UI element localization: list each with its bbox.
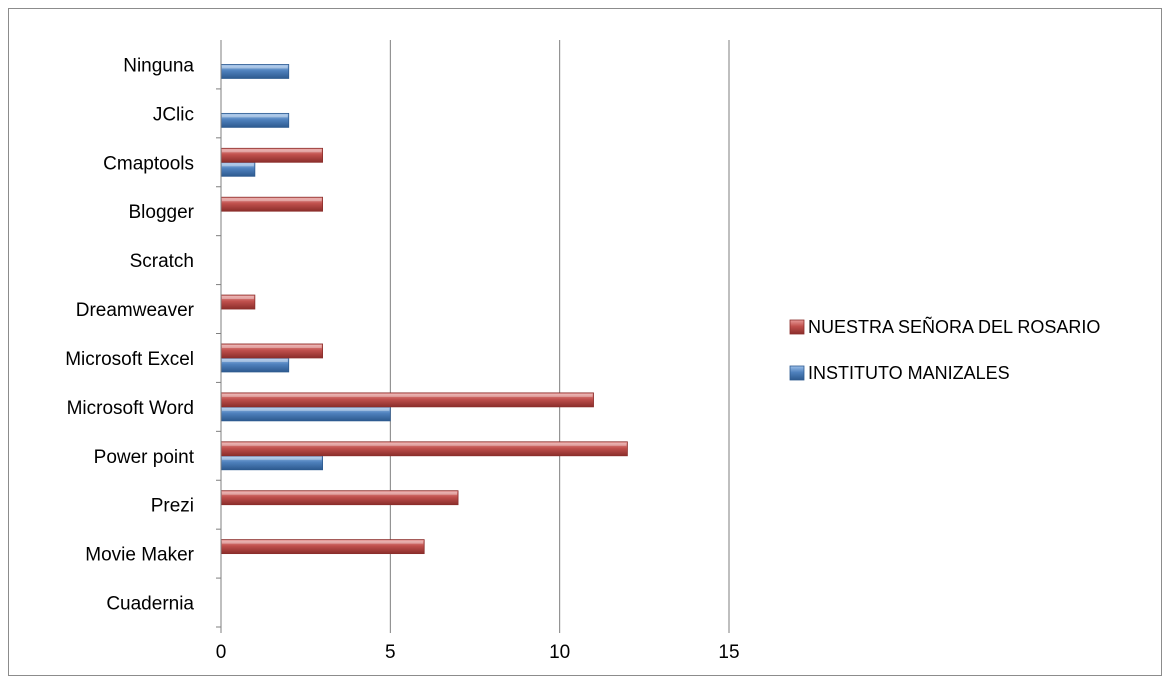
bar-highlight <box>222 65 288 69</box>
x-tick-label: 5 <box>385 642 396 663</box>
bar-highlight <box>222 296 254 300</box>
bar-highlight <box>222 491 458 495</box>
bar-highlight <box>222 393 593 397</box>
category-label: Movie Maker <box>85 545 194 566</box>
category-label: Cuadernia <box>106 594 194 615</box>
bars <box>220 64 628 555</box>
legend-swatch <box>789 319 805 335</box>
legend-label: INSTITUTO MANIZALES <box>808 363 1010 383</box>
x-tick-label: 10 <box>549 642 570 663</box>
bar-highlight <box>222 198 322 202</box>
bar-highlight <box>222 540 424 544</box>
category-label: Power point <box>94 447 195 468</box>
bar-highlight <box>222 149 322 153</box>
category-label: Dreamweaver <box>76 300 195 321</box>
x-tick-label: 15 <box>718 642 739 663</box>
category-label: Scratch <box>130 251 194 272</box>
bar-highlight <box>222 407 390 411</box>
category-label: Ninguna <box>123 55 194 76</box>
bar-highlight <box>222 456 322 460</box>
axes <box>216 40 730 633</box>
category-label: JClic <box>153 104 194 125</box>
chart-area <box>8 8 1162 676</box>
legend: NUESTRA SEÑORA DEL ROSARIO INSTITUTO MANI… <box>789 316 1100 383</box>
bar-highlight <box>222 114 288 118</box>
x-tick-label: 0 <box>216 642 227 663</box>
bar-highlight <box>222 344 322 348</box>
bar-highlight <box>222 163 254 167</box>
legend-swatch <box>789 365 805 381</box>
category-label: Cmaptools <box>103 153 194 174</box>
category-label: Blogger <box>129 202 195 223</box>
category-label: Prezi <box>151 496 194 517</box>
legend-label: NUESTRA SEÑORA DEL ROSARIO <box>808 316 1100 337</box>
gridlines <box>389 40 730 627</box>
category-label: Microsoft Excel <box>65 349 194 370</box>
labels: 0 5 10 15 Cuadernia Movie Maker Prezi Power poi… <box>65 55 739 663</box>
bar-highlight <box>222 442 627 446</box>
category-label: Microsoft Word <box>67 398 194 419</box>
bar-highlight <box>222 358 288 362</box>
